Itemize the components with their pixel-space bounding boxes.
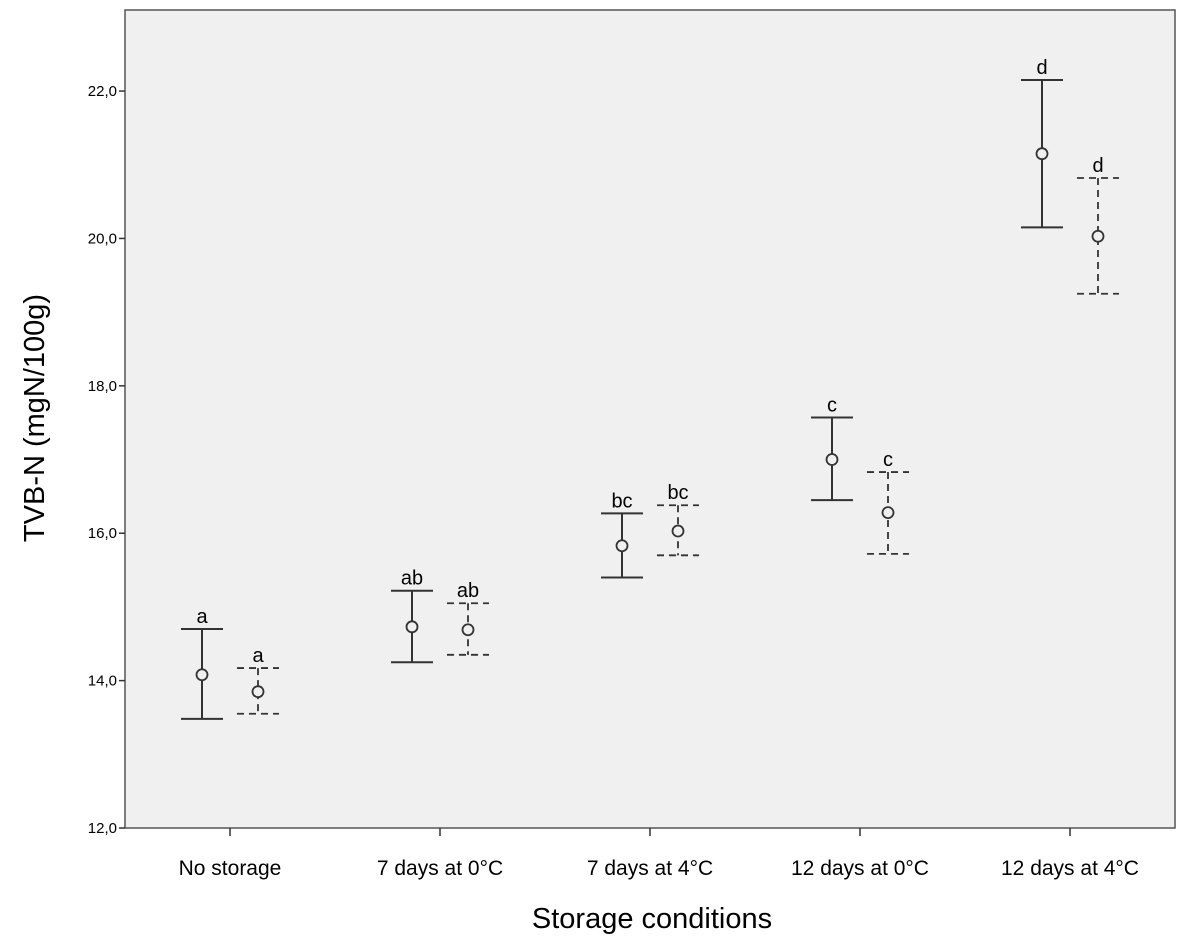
y-axis-title: TVB-N (mgN/100g) (19, 294, 51, 542)
mean-marker (1091, 229, 1105, 243)
y-tick-label: 18,0 (88, 378, 117, 395)
mean-marker (405, 620, 419, 634)
mean-marker (825, 453, 839, 466)
mean-marker (251, 685, 265, 699)
x-tick-label: 12 days at 4°C (1001, 857, 1139, 880)
y-tick-label: 20,0 (88, 230, 117, 247)
x-tick-label: 7 days at 4°C (587, 857, 713, 880)
significance-letter: a (196, 606, 208, 628)
y-tick-label: 12,0 (88, 820, 117, 837)
marks-layer: 12,0 14,0 16,0 18,0 20,0 22,0 No storage 7 days… (88, 57, 1139, 880)
significance-letter: d (1092, 155, 1103, 177)
significance-letter: c (827, 395, 837, 417)
significance-letter: d (1036, 57, 1047, 79)
plot-area (124, 9, 1176, 829)
x-tick-label: 12 days at 0°C (791, 857, 929, 880)
mean-marker (671, 524, 685, 538)
x-tick-label: 7 days at 0°C (377, 857, 503, 880)
mean-marker (881, 506, 895, 519)
mean-marker (461, 623, 475, 637)
significance-letter: a (252, 645, 264, 667)
significance-letter: ab (401, 568, 423, 590)
y-tick-label: 22,0 (88, 83, 117, 100)
y-tick-label: 16,0 (88, 525, 117, 542)
significance-letter: bc (667, 482, 688, 504)
mean-marker (615, 539, 629, 553)
significance-letter: c (883, 449, 893, 471)
significance-letter: ab (457, 580, 479, 602)
mean-marker (195, 668, 209, 682)
mean-marker (1035, 147, 1049, 161)
x-axis-title: Storage conditions (532, 903, 772, 935)
y-tick-label: 14,0 (88, 673, 117, 690)
significance-letter: bc (611, 490, 632, 512)
x-tick-label: No storage (179, 857, 282, 880)
